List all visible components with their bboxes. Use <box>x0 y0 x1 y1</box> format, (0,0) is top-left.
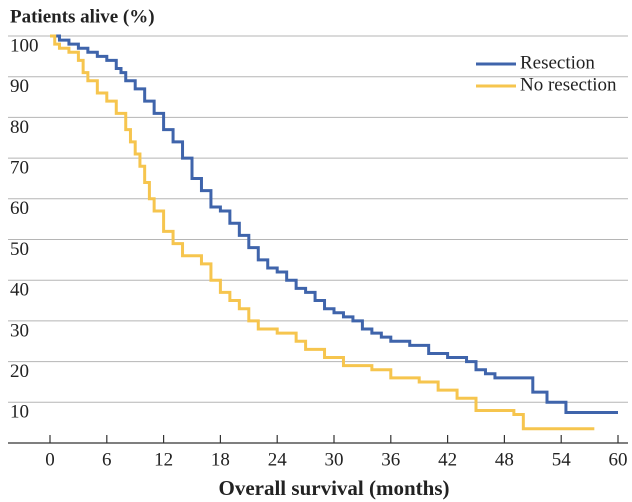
survival-line <box>50 34 595 431</box>
legend-label: Resection <box>520 52 595 73</box>
y-tick-label: 60 <box>10 198 29 219</box>
survival-line <box>50 34 618 414</box>
y-tick-label: 50 <box>10 239 29 260</box>
y-tick-label: 80 <box>10 117 29 138</box>
y-tick-label: 90 <box>10 76 29 97</box>
x-tick-label: 42 <box>438 449 457 470</box>
x-tick-label: 54 <box>552 449 572 470</box>
x-tick-label: 60 <box>609 449 628 470</box>
x-tick-label: 24 <box>268 449 288 470</box>
y-tick-label: 10 <box>10 402 29 423</box>
y-tick-label: 100 <box>10 35 39 56</box>
y-tick-label: 20 <box>10 361 29 382</box>
x-tick-label: 30 <box>325 449 344 470</box>
legend-label: No resection <box>520 74 617 95</box>
x-tick-label: 18 <box>211 449 230 470</box>
x-tick-label: 36 <box>381 449 400 470</box>
x-tick-label: 12 <box>154 449 173 470</box>
y-tick-label: 40 <box>10 280 29 301</box>
y-tick-label: 30 <box>10 320 29 341</box>
chart-title: Patients alive (%) <box>10 6 155 27</box>
x-tick-label: 0 <box>45 449 55 470</box>
x-axis-label: Overall survival (months) <box>219 476 450 500</box>
x-tick-label: 6 <box>102 449 112 470</box>
x-tick-label: 48 <box>495 449 514 470</box>
y-tick-label: 70 <box>10 157 29 178</box>
